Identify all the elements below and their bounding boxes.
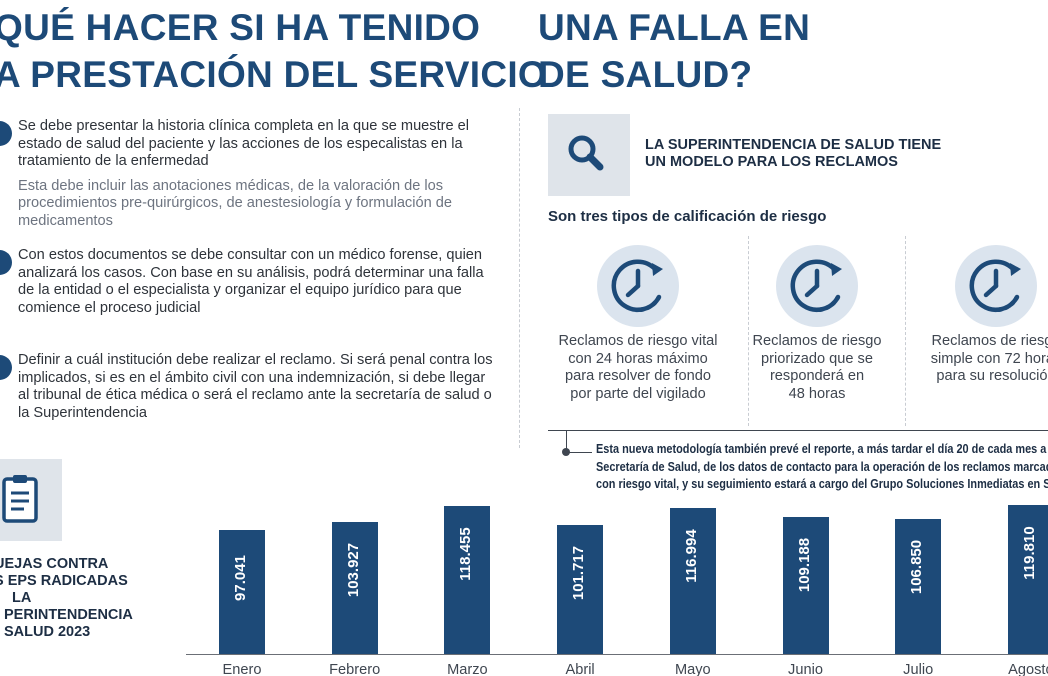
bullet-dot	[0, 355, 12, 380]
chart-bar	[782, 516, 829, 654]
note-bracket	[548, 430, 1048, 431]
risk-subtitle: Son tres tipos de calificación de riesgo	[548, 208, 827, 225]
step-3-text: Definir a cuál institución debe realizar…	[18, 352, 493, 421]
risk-priorizado-text: Reclamos de riesgo priorizado que se res…	[752, 333, 882, 402]
chart-category-label: Mayo	[674, 662, 711, 676]
clock-icon	[955, 245, 1037, 327]
step-2: Con estos documentos se debe consultar c…	[0, 247, 499, 317]
chart-bar-label: 118.455	[457, 527, 475, 581]
title-line1-left: QUÉ HACER SI HA TENIDO	[0, 7, 481, 48]
chart-bar	[444, 506, 491, 654]
clock-icon	[776, 245, 858, 327]
note-bracket-dot	[562, 448, 570, 456]
chart-bar-label: 119.810	[1020, 526, 1038, 580]
chart-bar	[669, 507, 716, 654]
chart-category-label: Enero	[222, 662, 262, 676]
chart-bar-label: 103.927	[344, 543, 362, 598]
step-1: Se debe presentar la historia clínica co…	[0, 118, 499, 231]
chart-bar-label: 97.041	[232, 555, 249, 601]
risk-vital-text: Reclamos de riesgo vital con 24 horas má…	[558, 333, 718, 402]
risk-separator	[905, 236, 906, 426]
bullet-dot	[0, 121, 12, 146]
super-title: LA SUPERINTENDENCIA DE SALUD TIENE UN MO…	[645, 137, 942, 170]
bullet-dot	[0, 250, 12, 275]
step-1-subtext: Esta debe incluir las anotaciones médica…	[18, 177, 452, 229]
note-bracket	[566, 452, 592, 453]
chart-axis-line	[186, 654, 1048, 655]
chart-category-label: Agosto	[1008, 662, 1048, 676]
note-bracket	[566, 430, 567, 452]
chart-category-label: Junio	[788, 662, 823, 676]
chart-bar-label: 116.994	[682, 529, 700, 583]
risk-simple-text: Reclamos de riesgo simple con 72 horas p…	[930, 333, 1048, 385]
clock-icon	[597, 245, 679, 327]
risk-separator	[748, 236, 749, 426]
step-1-text: Se debe presentar la historia clínica co…	[18, 118, 470, 170]
chart-category-label: Marzo	[447, 662, 488, 676]
page-title: QUÉ HACER SI HA TENIDO UNA FALLA EN A PR…	[0, 4, 1048, 98]
clipboard-icon	[0, 459, 62, 541]
title-line1-right: UNA FALLA EN	[538, 7, 811, 48]
chart-bar-label: 101.717	[570, 545, 588, 600]
chart-bar	[895, 519, 942, 654]
section-divider	[519, 108, 520, 448]
chart-category-label: Abril	[565, 662, 595, 676]
chart-bar	[1007, 504, 1048, 654]
methodology-note: Esta nueva metodología también prevé el …	[596, 441, 1048, 491]
chart-bar	[557, 524, 604, 654]
search-icon	[548, 114, 630, 196]
chart-category-label: Julio	[903, 662, 934, 676]
title-line2-right: DE SALUD?	[538, 54, 753, 95]
chart-bar	[331, 522, 378, 654]
step-3: Definir a cuál institución debe realizar…	[0, 352, 499, 422]
chart-bar	[219, 530, 265, 654]
title-line2-left: A PRESTACIÓN DEL SERVICIO	[0, 54, 547, 95]
chart-category-label: Febrero	[329, 662, 381, 676]
step-2-text: Con estos documentos se debe consultar c…	[18, 247, 484, 316]
chart-bar-label: 109.188	[795, 537, 813, 592]
chart-bar-label: 106.850	[908, 540, 926, 595]
quejas-title: UEJAS CONTRA S EPS RADICADAS LA PERINTEN…	[0, 556, 133, 640]
